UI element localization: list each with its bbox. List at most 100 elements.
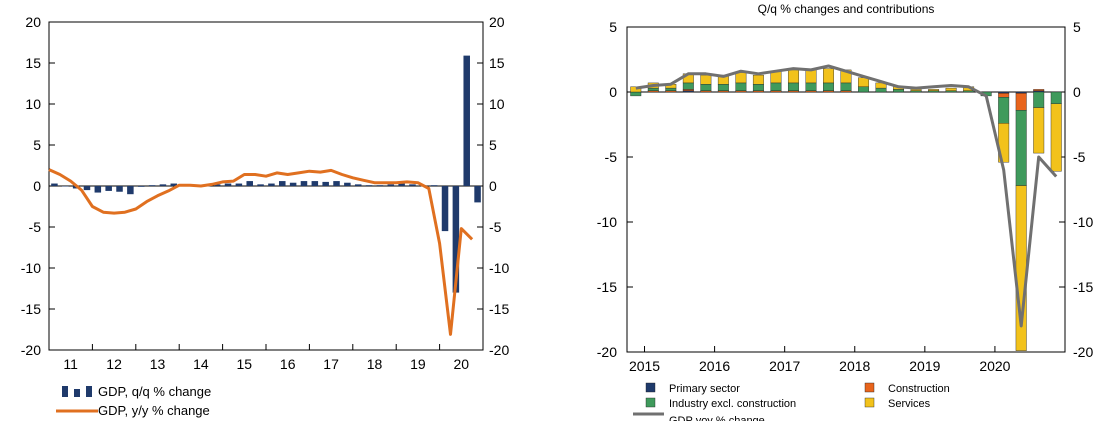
bar-gdp-qq	[51, 183, 58, 186]
y-tick-label-right: 5	[1073, 19, 1081, 35]
y-tick-label-left: -20	[597, 344, 617, 360]
chart-contributions: Q/q % changes and contributions 5 5 0 0 -5 -5 -…	[597, 2, 1094, 421]
legend-swatch-bar	[74, 389, 80, 397]
y-tick-label-left: -10	[597, 214, 617, 230]
bar-gdp-qq	[257, 184, 264, 186]
legend-swatch-bar	[62, 386, 68, 397]
bar-gdp-qq	[83, 186, 91, 191]
bar-services	[928, 89, 940, 91]
y-tick-label-right: 15	[489, 55, 505, 71]
bar-gdp-qq	[311, 181, 319, 186]
bar-industry-excl-construction	[647, 87, 659, 91]
y-tick-label-right: 20	[489, 14, 505, 30]
bar-industry-excl-construction	[875, 87, 887, 93]
bar-industry-excl-construction	[805, 82, 817, 91]
bar-gdp-qq	[148, 185, 156, 186]
x-tick-label: 19	[410, 356, 426, 372]
y-tick-label-right: -5	[489, 219, 502, 235]
bar-gdp-qq	[441, 186, 449, 232]
line-gdp-yoy	[635, 64, 1058, 328]
bar-industry-excl-construction	[840, 82, 852, 91]
bar-gdp-qq	[300, 181, 308, 186]
y-tick-label-right: -15	[489, 301, 509, 317]
x-tick-label: 20	[454, 356, 470, 372]
bar-gdp-qq	[246, 181, 253, 186]
y-tick-label-right: -20	[1073, 344, 1093, 360]
x-tick-label: 2020	[979, 358, 1010, 374]
bar-construction	[1015, 93, 1027, 111]
legend-swatch	[645, 397, 656, 408]
legend-label-gdp-yy: GDP, y/y % change	[98, 403, 210, 418]
x-tick-label: 18	[367, 356, 383, 372]
bar-gdp-qq	[105, 186, 112, 191]
bar-services	[735, 72, 747, 84]
bar-gdp-qq	[430, 185, 438, 186]
bar-services	[752, 74, 764, 85]
bar-industry-excl-construction	[1033, 91, 1045, 108]
x-tick-label: 2018	[839, 358, 870, 374]
legend-swatch-bar	[86, 386, 92, 397]
bar-gdp-qq	[170, 183, 178, 186]
bar-gdp-qq	[344, 182, 351, 186]
y-tick-label-left: 5	[33, 137, 41, 153]
y-tick-label-right: -20	[489, 342, 509, 358]
bar-gdp-qq	[398, 183, 405, 186]
bar-gdp-qq	[159, 184, 167, 186]
y-tick-label-right: 0	[1073, 84, 1081, 100]
x-tick-label: 2015	[629, 358, 660, 374]
y-tick-label-left: 15	[25, 55, 41, 71]
bar-gdp-qq	[333, 181, 340, 186]
bar-industry-excl-construction	[770, 82, 782, 91]
y-tick-label-right: -10	[489, 260, 509, 276]
bar-gdp-qq	[268, 183, 275, 186]
bar-gdp-qq	[235, 183, 243, 186]
bar-gdp-qq	[474, 186, 481, 203]
bar-industry-excl-construction	[735, 82, 747, 91]
y-tick-label-left: -20	[21, 342, 41, 358]
y-tick-label-right: 5	[489, 137, 497, 153]
bar-industry-excl-construction	[717, 83, 729, 91]
bar-industry-excl-construction	[630, 91, 642, 97]
y-tick-label-left: 0	[33, 178, 41, 194]
bar-industry-excl-construction	[665, 87, 677, 91]
x-tick-label: 11	[63, 356, 78, 372]
x-tick-label: 12	[106, 356, 122, 372]
bar-services	[823, 68, 834, 84]
bar-industry-excl-construction	[998, 96, 1010, 124]
bar-industry-excl-construction	[752, 83, 764, 91]
bar-gdp-qq	[137, 186, 145, 187]
bar-industry-excl-construction	[682, 82, 694, 90]
x-tick-label: 16	[280, 356, 296, 372]
y-tick-label-right: -15	[1073, 279, 1093, 295]
bar-gdp-qq	[279, 181, 286, 186]
bar-gdp-qq	[62, 186, 69, 187]
bar-services	[945, 87, 957, 91]
bar-gdp-qq	[94, 186, 102, 193]
bar-gdp-qq	[409, 184, 416, 186]
bar-gdp-qq	[463, 55, 470, 187]
x-tick-label: 2016	[699, 358, 730, 374]
bar-gdp-qq	[354, 184, 362, 186]
x-tick-label: 15	[237, 356, 253, 372]
bar-gdp-qq	[127, 186, 134, 195]
y-tick-label-left: 20	[25, 14, 41, 30]
y-tick-label-left: -15	[597, 279, 617, 295]
y-tick-label-right: -5	[1073, 149, 1086, 165]
bar-construction	[998, 93, 1010, 98]
y-tick-label-left: 10	[25, 96, 41, 112]
y-tick-label-right: 10	[489, 96, 505, 112]
legend-label-gdp-qq: GDP, q/q % change	[98, 384, 211, 399]
y-tick-label-left: -5	[605, 149, 618, 165]
bar-gdp-qq	[365, 185, 373, 186]
y-tick-label-left: 0	[609, 84, 617, 100]
bar-services	[1050, 103, 1062, 172]
x-tick-label: 17	[323, 356, 339, 372]
bar-services	[700, 74, 712, 85]
bar-gdp-qq	[387, 184, 395, 186]
bar-services	[805, 69, 817, 84]
chart-title: Q/q % changes and contributions	[758, 2, 935, 16]
bar-industry-excl-construction	[1015, 109, 1027, 186]
legend-swatch	[864, 397, 875, 408]
bar-gdp-qq	[116, 186, 123, 192]
bar-industry-excl-construction	[823, 82, 834, 91]
